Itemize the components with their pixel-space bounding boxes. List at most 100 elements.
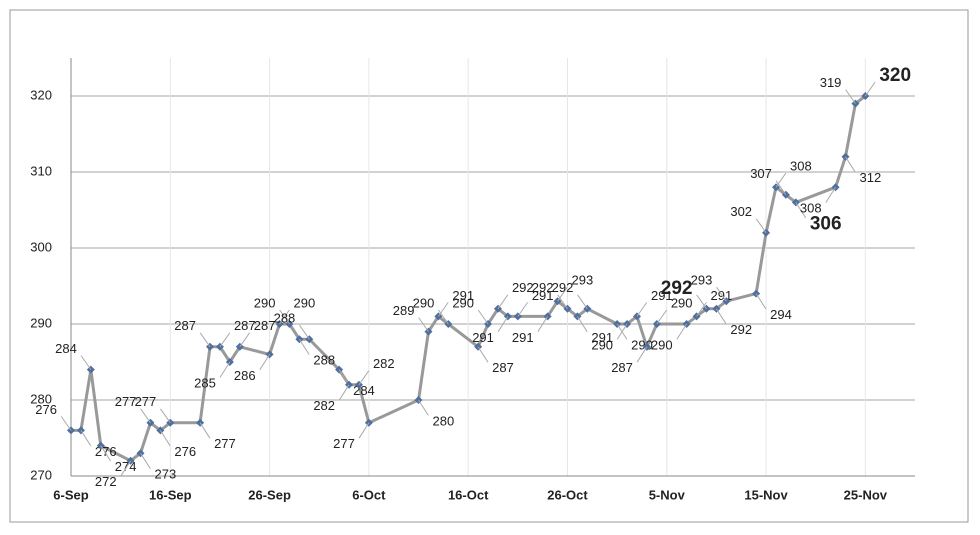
leader-line [656,309,668,325]
data-label: 292 [552,280,574,295]
data-label: 290 [294,295,316,310]
data-label: 287 [174,318,196,333]
leader-line [845,89,856,104]
leader-line [140,452,151,469]
x-tick-label: 15-Nov [744,487,788,502]
data-label: 290 [413,295,435,310]
data-label: 308 [790,159,812,174]
leader-line [239,332,251,348]
data-label: 280 [433,413,455,428]
data-label: 290 [631,337,653,352]
data-label: 282 [313,398,335,413]
data-label: 288 [274,311,296,326]
leader-line [577,294,588,310]
data-label: 294 [770,307,792,322]
leader-line [299,324,310,340]
leader-line [477,309,489,325]
leader-line [716,286,727,302]
leader-line [199,332,211,348]
y-tick-label: 300 [30,239,52,254]
data-label: 287 [234,318,256,333]
leader-line [864,81,876,97]
x-tick-label: 25-Nov [844,487,888,502]
leader-line [338,384,350,401]
data-label: 302 [730,204,752,219]
leader-line [438,309,449,325]
x-tick-label: 6-Sep [53,487,88,502]
data-label: 288 [313,353,335,368]
leader-line [298,338,310,355]
data-label: 291 [452,288,474,303]
data-label: 284 [55,341,77,356]
x-tick-label: 16-Sep [149,487,192,502]
leader-line [140,408,151,424]
data-label: 292 [512,280,534,295]
data-label: 291 [472,330,494,345]
x-tick-label: 6-Oct [352,487,386,502]
data-label: 307 [750,166,772,181]
data-label: 291 [512,330,534,345]
x-tick-label: 16-Oct [448,487,489,502]
leader-line [616,323,628,340]
data-label: 291 [532,288,554,303]
data-label: 287 [254,318,276,333]
data-label: 289 [393,303,415,318]
data-label: 292 [661,278,693,299]
leader-line [418,317,429,332]
leader-line [338,369,350,386]
leader-line [199,422,211,439]
x-tick-label: 26-Oct [547,487,588,502]
data-label: 277 [214,436,236,451]
data-label: 290 [452,295,474,310]
leader-line [795,202,807,219]
leader-line [100,445,112,462]
data-label: 277 [115,394,137,409]
data-label: 290 [671,295,693,310]
leader-line [80,430,92,447]
data-label: 287 [611,360,633,375]
leader-line [755,218,767,234]
leader-line [557,286,568,302]
leader-line [418,399,429,416]
x-tick-label: 5-Nov [649,487,686,502]
leader-line [358,422,370,439]
leader-line [517,302,529,317]
leader-line [219,332,231,348]
leader-line [845,156,856,173]
data-label: 293 [572,273,594,288]
data-label: 320 [879,65,911,86]
data-label: 276 [35,402,57,417]
data-label: 287 [492,360,514,375]
y-tick-label: 310 [30,163,52,178]
leader-line [825,186,836,203]
data-label: 293 [691,273,713,288]
data-label: 277 [135,394,157,409]
leader-line [537,316,549,333]
data-label: 286 [234,368,256,383]
leader-line [636,346,648,363]
leader-line [676,323,688,340]
y-tick-label: 290 [30,315,52,330]
data-label: 312 [859,170,881,185]
data-label: 290 [591,337,613,352]
data-label: 276 [174,444,196,459]
data-label: 306 [810,213,842,234]
y-tick-label: 280 [30,391,52,406]
leader-line [60,416,72,431]
leader-line [437,302,449,317]
leader-line [497,316,509,333]
leader-line [120,460,131,477]
data-label: 290 [651,337,673,352]
chart-frame [9,9,969,523]
data-label: 292 [730,322,752,337]
data-label: 272 [95,474,117,489]
leader-line [160,408,171,424]
leader-line [775,172,787,188]
data-label: 292 [532,280,554,295]
x-tick-label: 26-Sep [248,487,291,502]
leader-line [755,293,767,310]
data-label: 291 [591,330,613,345]
leader-line [219,361,231,378]
data-label: 291 [651,288,673,303]
